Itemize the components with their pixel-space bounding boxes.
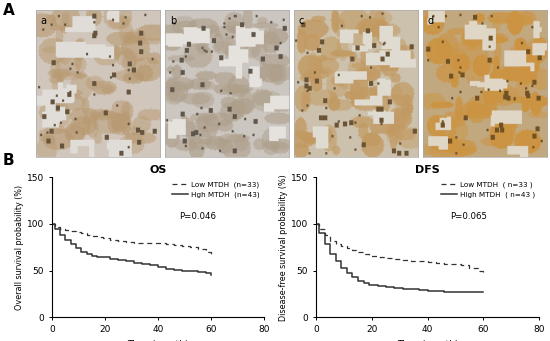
X-axis label: Time (month): Time (month) [128,340,189,341]
Legend: Low MTDH  ( n=33 ), High MTDH  ( n=43 ): Low MTDH ( n=33 ), High MTDH ( n=43 ) [438,179,537,201]
Legend: Low MTDH  (n=33), Hgh MTDH  (n=43): Low MTDH (n=33), Hgh MTDH (n=43) [169,179,262,201]
X-axis label: Time (month): Time (month) [397,340,458,341]
Text: P=0.046: P=0.046 [179,212,216,221]
Title: OS: OS [150,165,167,175]
Y-axis label: Overall survival probability (%): Overall survival probability (%) [15,185,24,310]
Text: c: c [299,16,304,26]
Text: B: B [3,153,14,168]
Y-axis label: Disease-free survival probability (%): Disease-free survival probability (%) [279,174,288,321]
Text: A: A [3,3,14,18]
Text: b: b [170,16,176,26]
Text: P=0.065: P=0.065 [450,212,487,221]
Text: a: a [41,16,47,26]
Title: DFS: DFS [415,165,440,175]
Text: d: d [428,16,434,26]
